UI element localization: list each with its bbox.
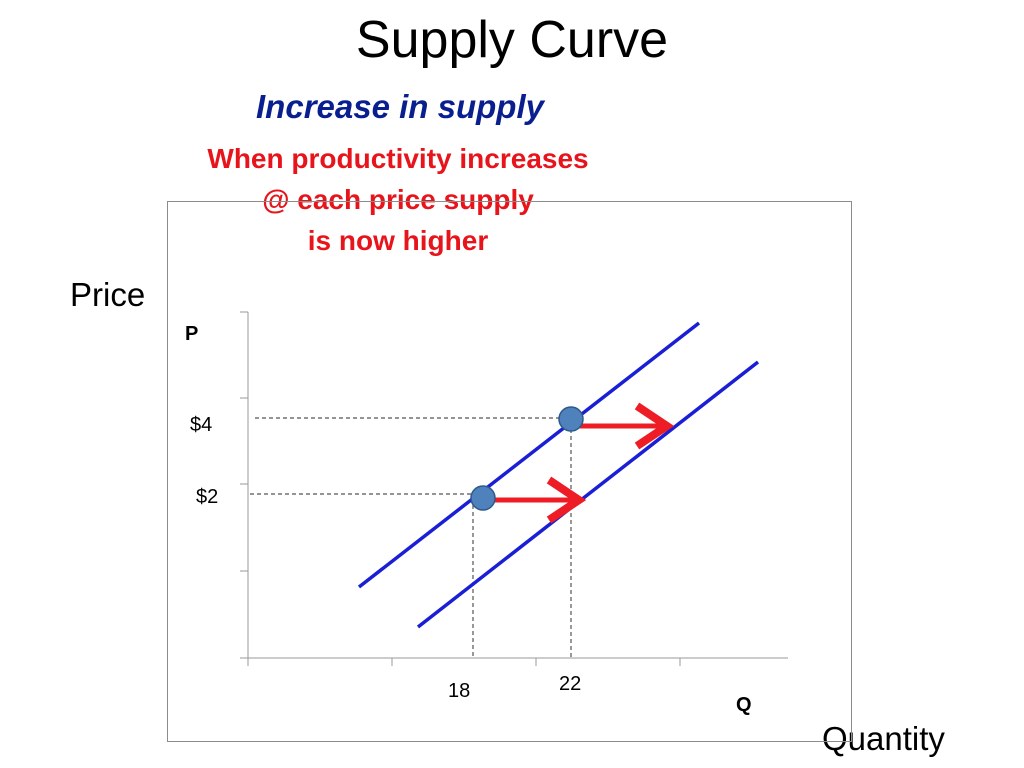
- quantity-tick-label: 18: [448, 680, 470, 702]
- price-tick-label: $4: [190, 414, 212, 436]
- page-title: Supply Curve: [355, 11, 669, 69]
- supply-point-high: [558, 406, 584, 432]
- note-line-2: @ each price supply: [262, 184, 534, 215]
- price-tick-label: $2: [196, 486, 218, 508]
- quantity-tick-label: 22: [559, 673, 581, 695]
- plot-frame: [167, 201, 852, 742]
- quantity-axis-title: Quantity: [822, 720, 945, 757]
- price-axis-title: Price: [70, 276, 146, 313]
- supply-curve-shifted: [416, 360, 760, 629]
- subtitle: Increase in supply: [256, 88, 544, 125]
- x-axis-letter: Q: [736, 694, 752, 716]
- supply-curve-original: [357, 321, 701, 589]
- note-line-1: When productivity increases: [207, 143, 589, 174]
- supply-point-low: [470, 485, 496, 511]
- note-line-3: is now higher: [307, 225, 489, 256]
- explanation-note: When productivity increases @ each price…: [148, 138, 648, 261]
- y-axis-letter: P: [185, 323, 198, 345]
